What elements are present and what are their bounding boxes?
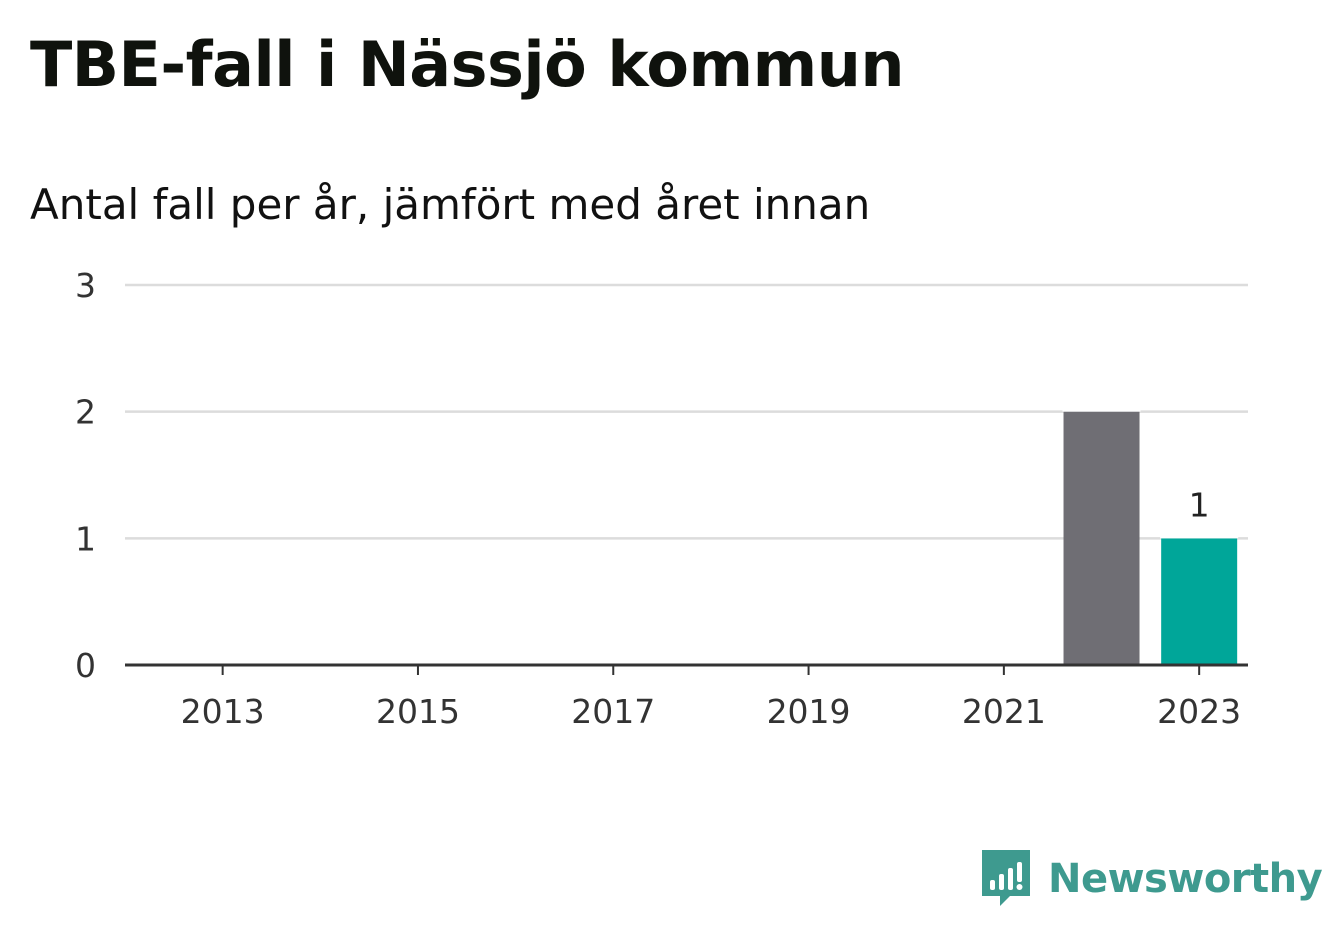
y-tick-label-0: 0 <box>75 646 96 685</box>
labels: 0 1 2 3 1 2013 2015 2017 2019 2021 2023 <box>75 266 1241 731</box>
x-tick-label-2021: 2021 <box>962 692 1046 731</box>
chart-title: TBE-fall i Nässjö kommun <box>30 28 904 101</box>
bars <box>1062 409 1239 665</box>
x-tick-label-2019: 2019 <box>767 692 851 731</box>
chart-subtitle: Antal fall per år, jämfört med året inna… <box>30 180 871 229</box>
newsworthy-logo: Newsworthy <box>980 848 1322 910</box>
x-tick-label-2013: 2013 <box>181 692 265 731</box>
axes <box>125 663 1248 675</box>
chart-speech-bubble-icon <box>982 850 1030 906</box>
y-tick-label-2: 2 <box>75 393 96 432</box>
x-tick-label-2015: 2015 <box>376 692 460 731</box>
bar-2022 <box>1063 411 1140 665</box>
data-label-2023: 1 <box>1189 485 1210 524</box>
bar-2023 <box>1161 538 1238 665</box>
brand-name: Newsworthy <box>1048 856 1322 902</box>
y-tick-label-3: 3 <box>75 266 96 305</box>
x-tick-label-2017: 2017 <box>571 692 655 731</box>
x-tick-label-2023: 2023 <box>1157 692 1241 731</box>
y-tick-label-1: 1 <box>75 519 96 558</box>
gridlines <box>125 283 1248 540</box>
